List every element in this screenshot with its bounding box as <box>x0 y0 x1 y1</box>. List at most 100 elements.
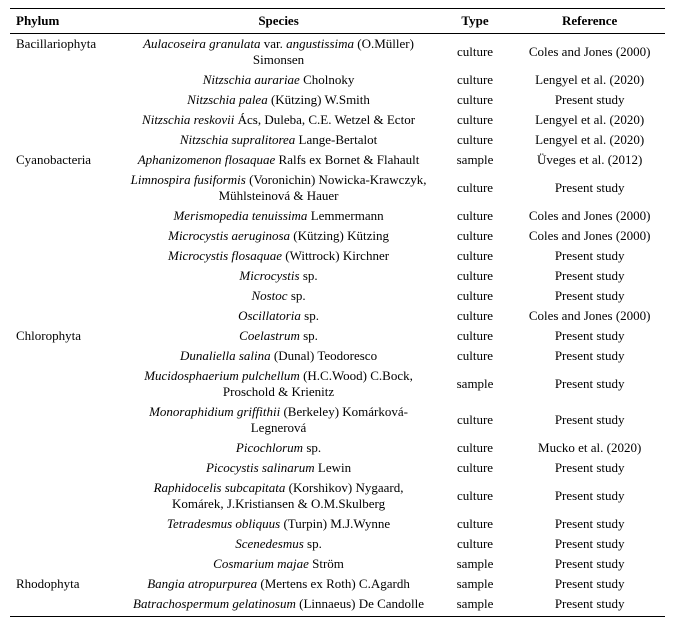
type-cell: sample <box>436 594 515 617</box>
phylum-cell <box>10 534 121 554</box>
type-cell: culture <box>436 326 515 346</box>
table-row: ChlorophytaCoelastrum sp.culturePresent … <box>10 326 665 346</box>
authority: (Kützing) Kützing <box>293 228 389 243</box>
phylum-cell <box>10 286 121 306</box>
table-row: Dunaliella salina (Dunal) Teodoresco cult… <box>10 346 665 366</box>
species-name: Coelastrum <box>239 328 300 343</box>
species-cell: Tetradesmus obliquus (Turpin) M.J.Wynne <box>121 514 435 534</box>
reference-cell: Üveges et al. (2012) <box>514 150 665 170</box>
type-cell: culture <box>436 458 515 478</box>
species-name: Microcystis flosaquae <box>168 248 282 263</box>
table-row: BacillariophytaAulacoseira granulata var… <box>10 34 665 71</box>
authority: (Kützing) W.Smith <box>271 92 370 107</box>
sp-label: sp. <box>291 288 306 303</box>
species-name: Cosmarium majae <box>213 556 309 571</box>
table-row: Nitzschia supralitorea Lange-Bertalotcul… <box>10 130 665 150</box>
phylum-cell <box>10 70 121 90</box>
phylum-cell <box>10 514 121 534</box>
species-name: Microcystis aeruginosa <box>168 228 290 243</box>
type-cell: culture <box>436 346 515 366</box>
species-name: Dunaliella salina <box>180 348 271 363</box>
type-cell: culture <box>436 226 515 246</box>
type-cell: culture <box>436 110 515 130</box>
phylum-cell <box>10 402 121 438</box>
reference-cell: Lengyel et al. (2020) <box>514 130 665 150</box>
sp-label: sp. <box>304 308 319 323</box>
table-row: Microcystis sp.culturePresent study <box>10 266 665 286</box>
species-name: Mucidosphaerium pulchellum <box>144 368 300 383</box>
species-cell: Aulacoseira granulata var. angustissima … <box>121 34 435 71</box>
type-cell: culture <box>436 130 515 150</box>
species-name: Oscillatoria <box>238 308 301 323</box>
phylum-cell: Rhodophyta <box>10 574 121 594</box>
table-row: Microcystis aeruginosa (Kützing) Kützing… <box>10 226 665 246</box>
authority: Lemmermann <box>311 208 384 223</box>
phylum-cell <box>10 438 121 458</box>
phylum-cell <box>10 90 121 110</box>
table-row: Nitzschia aurariae CholnokycultureLengye… <box>10 70 665 90</box>
reference-cell: Lengyel et al. (2020) <box>514 110 665 130</box>
species-name: Picochlorum <box>236 440 303 455</box>
reference-cell: Present study <box>514 574 665 594</box>
species-cell: Cosmarium majae Ström <box>121 554 435 574</box>
authority: (Voronichin) Nowicka-Krawczyk, Mühlstein… <box>219 172 427 203</box>
species-cell: Nitzschia supralitorea Lange-Bertalot <box>121 130 435 150</box>
type-cell: culture <box>436 70 515 90</box>
table-row: Merismopedia tenuissima Lemmermanncultur… <box>10 206 665 226</box>
variety-word: var. <box>264 36 283 51</box>
phylum-cell <box>10 366 121 402</box>
phylum-cell <box>10 594 121 617</box>
species-name: Aphanizomenon flosaquae <box>138 152 276 167</box>
type-cell: culture <box>436 34 515 71</box>
species-name: Bangia atropurpurea <box>147 576 257 591</box>
authority: Lewin <box>318 460 351 475</box>
species-cell: Oscillatoria sp. <box>121 306 435 326</box>
species-cell: Microcystis sp. <box>121 266 435 286</box>
reference-cell: Coles and Jones (2000) <box>514 206 665 226</box>
species-cell: Aphanizomenon flosaquae Ralfs ex Bornet … <box>121 150 435 170</box>
reference-cell: Present study <box>514 554 665 574</box>
table-row: Nostoc sp.culturePresent study <box>10 286 665 306</box>
species-name: Aulacoseira granulata <box>143 36 260 51</box>
species-cell: Raphidocelis subcapitata (Korshikov) Nyg… <box>121 478 435 514</box>
sp-label: sp. <box>306 440 321 455</box>
species-name: Microcystis <box>239 268 299 283</box>
reference-cell: Present study <box>514 594 665 617</box>
authority: (Dunal) Teodoresco <box>274 348 377 363</box>
authority: Ralfs ex Bornet & Flahault <box>279 152 420 167</box>
type-cell: culture <box>436 206 515 226</box>
header-type: Type <box>436 9 515 34</box>
reference-cell: Mucko et al. (2020) <box>514 438 665 458</box>
species-name: Monoraphidium griffithii <box>149 404 280 419</box>
type-cell: culture <box>436 170 515 206</box>
header-row: Phylum Species Type Reference <box>10 9 665 34</box>
species-cell: Batrachospermum gelatinosum (Linnaeus) D… <box>121 594 435 617</box>
authority: (Wittrock) Kirchner <box>285 248 389 263</box>
authority: Ström <box>312 556 344 571</box>
table-row: Scenedesmus sp.culturePresent study <box>10 534 665 554</box>
species-cell: Microcystis flosaquae (Wittrock) Kirchne… <box>121 246 435 266</box>
variety-name: angustissima <box>286 36 354 51</box>
species-name: Batrachospermum gelatinosum <box>133 596 296 611</box>
species-name: Picocystis salinarum <box>206 460 315 475</box>
type-cell: culture <box>436 402 515 438</box>
reference-cell: Present study <box>514 286 665 306</box>
phylum-cell <box>10 130 121 150</box>
reference-cell: Coles and Jones (2000) <box>514 306 665 326</box>
authority: Lange-Bertalot <box>299 132 378 147</box>
sp-label: sp. <box>307 536 322 551</box>
type-cell: sample <box>436 554 515 574</box>
table-row: Cosmarium majae StrömsamplePresent study <box>10 554 665 574</box>
species-name: Tetradesmus obliquus <box>167 516 280 531</box>
authority: (Turpin) M.J.Wynne <box>283 516 390 531</box>
phylum-cell <box>10 478 121 514</box>
species-cell: Nitzschia reskovii Ács, Duleba, C.E. Wet… <box>121 110 435 130</box>
reference-cell: Present study <box>514 478 665 514</box>
table-row: Limnospira fusiformis (Voronichin) Nowic… <box>10 170 665 206</box>
phylum-cell <box>10 226 121 246</box>
reference-cell: Coles and Jones (2000) <box>514 226 665 246</box>
table-row: Raphidocelis subcapitata (Korshikov) Nyg… <box>10 478 665 514</box>
phylum-cell <box>10 306 121 326</box>
header-species: Species <box>121 9 435 34</box>
reference-cell: Present study <box>514 170 665 206</box>
